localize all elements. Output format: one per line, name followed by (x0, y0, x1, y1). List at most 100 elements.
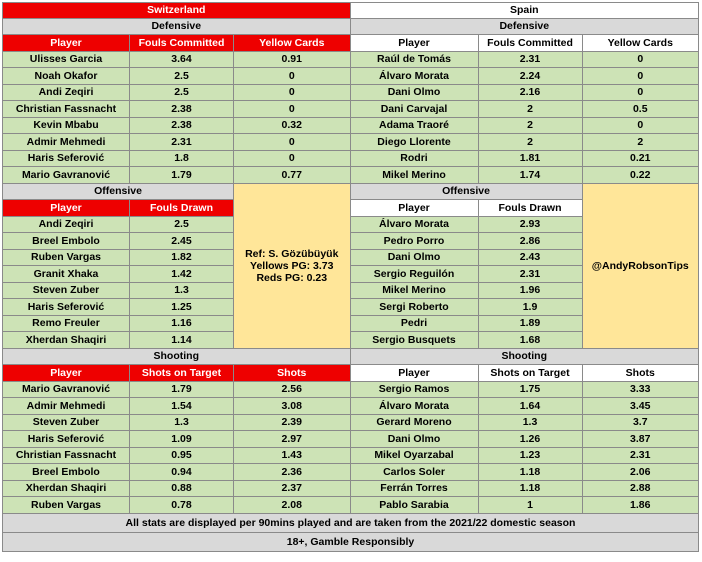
fouls-drawn-value: 2.5 (130, 216, 234, 233)
player-name: Ulisses Garcia (2, 51, 130, 68)
header-fouls-committed: Fouls Committed (478, 35, 583, 52)
shots-value: 3.87 (582, 431, 699, 448)
fouls-committed-value: 2.5 (130, 68, 234, 85)
table-row: Ulisses Garcia 3.64 0.91 Raúl de Tomás 2… (2, 51, 699, 68)
yellow-cards-value: 0 (582, 51, 699, 68)
fouls-drawn-value: 1.25 (130, 299, 234, 316)
header-fouls-drawn: Fouls Drawn (130, 200, 234, 217)
fouls-committed-value: 2.38 (130, 117, 234, 134)
player-name: Gerard Moreno (350, 414, 479, 431)
offensive-table-switzerland: Offensive Player Fouls Drawn Andi Zeqiri… (2, 183, 234, 349)
player-name: Andi Zeqiri (2, 216, 130, 233)
shots-on-target-value: 1.23 (478, 447, 583, 464)
header-player: Player (2, 200, 130, 217)
shots-on-target-value: 1.79 (130, 381, 234, 398)
yellow-cards-value: 0 (234, 84, 351, 101)
player-name: Admir Mehmedi (2, 398, 130, 415)
player-name: Andi Zeqiri (2, 84, 130, 101)
table-row: Álvaro Morata 2.93 (350, 216, 583, 233)
table-row: Mario Gavranović 1.79 2.56 Sergio Ramos … (2, 381, 699, 398)
offensive-block: Offensive Player Fouls Drawn Andi Zeqiri… (2, 183, 699, 349)
shots-value: 2.08 (234, 497, 351, 514)
table-row: Haris Seferović 1.09 2.97 Dani Olmo 1.26… (2, 431, 699, 448)
player-name: Sergio Ramos (350, 381, 479, 398)
fouls-drawn-value: 1.42 (130, 266, 234, 283)
table-row: Steven Zuber 1.3 (2, 282, 234, 299)
header-player: Player (350, 35, 479, 52)
player-name: Xherdan Shaqiri (2, 332, 130, 349)
shots-value: 2.56 (234, 381, 351, 398)
team-title-spain: Spain (350, 2, 699, 19)
fouls-committed-value: 2 (478, 117, 583, 134)
shots-value: 1.86 (582, 497, 699, 514)
table-row: Mikel Merino 1.96 (350, 282, 583, 299)
yellow-cards-value: 0 (582, 117, 699, 134)
shots-value: 3.33 (582, 381, 699, 398)
shots-on-target-value: 1.26 (478, 431, 583, 448)
fouls-drawn-value: 1.16 (130, 315, 234, 332)
header-yellow-cards: Yellow Cards (234, 35, 351, 52)
section-title-shooting-switzerland: Shooting (2, 348, 351, 365)
player-name: Sergio Busquets (350, 332, 479, 349)
player-name: Christian Fassnacht (2, 101, 130, 118)
footer-disclaimer: 18+, Gamble Responsibly (2, 532, 699, 552)
credit-box: @AndyRobsonTips (582, 183, 699, 349)
player-name: Steven Zuber (2, 414, 130, 431)
yellow-cards-value: 0 (582, 84, 699, 101)
player-name: Granit Xhaka (2, 266, 130, 283)
fouls-committed-value: 1.8 (130, 150, 234, 167)
header-shots: Shots (582, 365, 699, 382)
fouls-committed-value: 2.24 (478, 68, 583, 85)
shots-on-target-value: 1.3 (130, 414, 234, 431)
table-row: Dani Olmo 2.43 (350, 249, 583, 266)
table-row: Kevin Mbabu 2.38 0.32 Adama Traoré 2 0 (2, 117, 699, 134)
table-row: Mario Gavranović 1.79 0.77 Mikel Merino … (2, 167, 699, 184)
footer-note: All stats are displayed per 90mins playe… (2, 513, 699, 533)
fouls-committed-value: 1.74 (478, 167, 583, 184)
player-name: Pedro Porro (350, 233, 479, 250)
shots-value: 3.7 (582, 414, 699, 431)
referee-yellows: Yellows PG: 3.73 (250, 259, 334, 272)
shots-on-target-value: 1.3 (478, 414, 583, 431)
table-row: Andi Zeqiri 2.5 (2, 216, 234, 233)
player-name: Sergi Roberto (350, 299, 479, 316)
shots-value: 3.08 (234, 398, 351, 415)
player-name: Haris Seferović (2, 150, 130, 167)
player-name: Álvaro Morata (350, 398, 479, 415)
shots-on-target-value: 0.95 (130, 447, 234, 464)
shots-value: 2.37 (234, 480, 351, 497)
yellow-cards-value: 0.32 (234, 117, 351, 134)
fouls-drawn-value: 2.86 (478, 233, 583, 250)
table-row: Ruben Vargas 1.82 (2, 249, 234, 266)
shots-value: 2.39 (234, 414, 351, 431)
shots-value: 2.31 (582, 447, 699, 464)
yellow-cards-value: 0 (234, 101, 351, 118)
section-title-offensive-spain: Offensive (350, 183, 583, 200)
header-shots-on-target: Shots on Target (130, 365, 234, 382)
table-row: Granit Xhaka 1.42 (2, 266, 234, 283)
player-name: Sergio Reguilón (350, 266, 479, 283)
stats-sheet: Switzerland Spain Defensive Defensive Pl… (2, 2, 699, 552)
player-name: Remo Freuler (2, 315, 130, 332)
yellow-cards-value: 0.21 (582, 150, 699, 167)
player-name: Rodri (350, 150, 479, 167)
player-name: Ruben Vargas (2, 497, 130, 514)
yellow-cards-value: 0.22 (582, 167, 699, 184)
fouls-committed-value: 2.31 (130, 134, 234, 151)
shots-value: 2.06 (582, 464, 699, 481)
table-row: Christian Fassnacht 0.95 1.43 Mikel Oyar… (2, 447, 699, 464)
fouls-drawn-value: 2.93 (478, 216, 583, 233)
table-row: Sergi Roberto 1.9 (350, 299, 583, 316)
player-name: Dani Olmo (350, 431, 479, 448)
player-name: Mikel Merino (350, 282, 479, 299)
fouls-committed-value: 2.38 (130, 101, 234, 118)
yellow-cards-value: 2 (582, 134, 699, 151)
player-name: Haris Seferović (2, 431, 130, 448)
table-row: Haris Seferović 1.25 (2, 299, 234, 316)
player-name: Pablo Sarabia (350, 497, 479, 514)
player-name: Carlos Soler (350, 464, 479, 481)
player-name: Christian Fassnacht (2, 447, 130, 464)
yellow-cards-value: 0 (582, 68, 699, 85)
table-row: Steven Zuber 1.3 2.39 Gerard Moreno 1.3 … (2, 414, 699, 431)
shooting-table: Mario Gavranović 1.79 2.56 Sergio Ramos … (2, 381, 699, 514)
